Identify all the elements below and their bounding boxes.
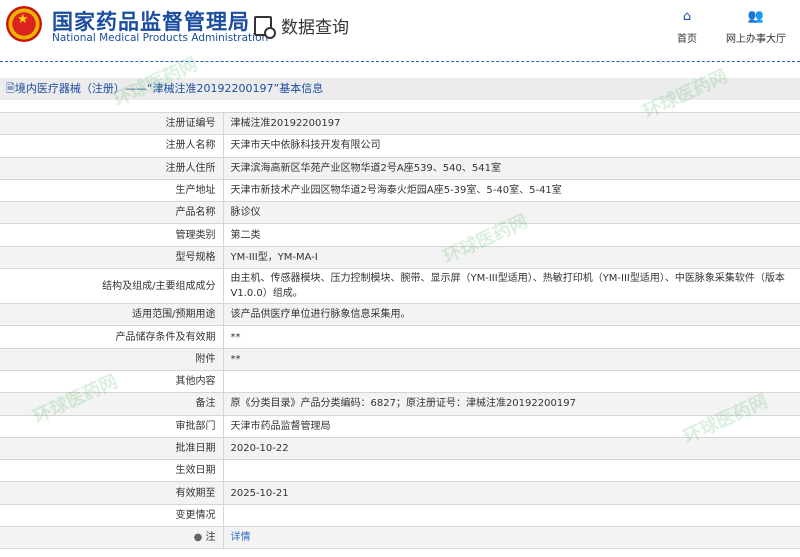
nav-online-service[interactable]: 👥 网上办事大厅: [724, 9, 788, 46]
table-row: ● 注详情: [0, 526, 800, 550]
field-label: 型号规格: [0, 245, 224, 270]
field-label: 产品名称: [0, 201, 224, 225]
details-link[interactable]: 详情: [230, 532, 251, 544]
field-value: 天津市新技术产业园区物华道2号海泰火炬园A座5-39室、5-40室、5-41室: [222, 178, 800, 203]
nav-online-service-label: 网上办事大厅: [726, 34, 786, 45]
national-emblem-logo: [6, 6, 42, 42]
field-value: 2020-10-22: [222, 436, 800, 461]
table-row: 产品名称 脉诊仪: [0, 201, 800, 225]
table-row: 审批部门 天津市药品监督管理局: [0, 414, 800, 438]
field-value: [222, 503, 800, 528]
table-row: 生效日期: [0, 459, 800, 483]
data-query-section: 数据查询: [254, 13, 349, 39]
field-label: ● 注: [0, 526, 224, 550]
field-value: **: [222, 347, 800, 371]
field-value: 天津市天中依脉科技开发有限公司: [222, 134, 800, 158]
document-icon: 🗎: [6, 82, 15, 95]
field-value: 该产品供医疗单位进行脉象信息采集用。: [222, 303, 800, 327]
data-query-label: 数据查询: [281, 18, 349, 38]
field-value: 天津市药品监督管理局: [222, 414, 800, 438]
field-label: 备注: [0, 392, 224, 416]
table-row: 附件 **: [0, 347, 800, 371]
field-value: 2025-10-21: [222, 481, 800, 505]
field-label: 结构及组成/主要组成成分: [0, 268, 224, 305]
field-label-text: 型号规格: [175, 251, 216, 263]
table-row: 注册人名称 天津市天中依脉科技开发有限公司: [0, 134, 800, 158]
table-row: 有效期至 2025-10-21: [0, 481, 800, 505]
field-label: 生产地址: [0, 178, 224, 203]
field-value: [222, 369, 800, 394]
breadcrumb-text: 境内医疗器械（注册）——“津械注准20192200197”基本信息: [14, 82, 324, 95]
field-label-text: 结构及组成/主要组成成分: [102, 280, 216, 292]
field-value: 详情: [222, 526, 800, 550]
field-label-text: 产品储存条件及有效期: [115, 331, 216, 343]
detail-table: 注册证编号 津械注准20192200197 注册人名称 天津市天中依脉科技开发有限公司…: [0, 111, 800, 550]
field-value: 脉诊仪: [222, 201, 800, 225]
field-value: 原《分类目录》产品分类编码：6827；原注册证号：津械注准20192200197: [222, 392, 800, 416]
table-row: 批准日期 2020-10-22: [0, 436, 800, 461]
field-label-text: 注册人名称: [165, 140, 216, 152]
site-subtitle: National Medical Products Administration: [52, 32, 269, 44]
field-label-text: 备注: [195, 398, 216, 410]
table-row: 生产地址 天津市新技术产业园区物华道2号海泰火炬园A座5-39室、5-40室、5-…: [0, 178, 800, 203]
field-label: 产品储存条件及有效期: [0, 325, 224, 349]
breadcrumb: 🗎境内医疗器械（注册）——“津械注准20192200197”基本信息: [0, 78, 800, 100]
field-value: 第二类: [222, 223, 800, 247]
field-value: 由主机、传感器模块、压力控制模块、腕带、显示屏（YM-III型适用）、热敏打印机…: [222, 268, 800, 305]
field-label-text: 注册证编号: [165, 118, 216, 130]
field-label: 注册人住所: [0, 156, 224, 180]
field-label-text: 附件: [195, 353, 216, 365]
table-row: 型号规格 YM-III型，YM-MA-I: [0, 245, 800, 270]
field-label: 注册人名称: [0, 134, 224, 158]
field-label: 有效期至: [0, 481, 224, 505]
field-label: 适用范围/预期用途: [0, 303, 224, 327]
field-label: 生效日期: [0, 459, 224, 483]
field-label: 批准日期: [0, 436, 224, 461]
table-row: 变更情况: [0, 503, 800, 528]
field-label-text: 产品名称: [175, 207, 216, 219]
table-row: 适用范围/预期用途 该产品供医疗单位进行脉象信息采集用。: [0, 303, 800, 327]
user-group-icon: 👥: [747, 9, 765, 24]
field-value: 天津滨海高新区华苑产业区物华道2号A座539、540、541室: [222, 156, 800, 180]
table-row: 管理类别 第二类: [0, 223, 800, 247]
table-row: 备注 原《分类目录》产品分类编码：6827；原注册证号：津械注准201922001…: [0, 392, 800, 416]
field-value: [222, 459, 800, 483]
table-row: 结构及组成/主要组成成分 由主机、传感器模块、压力控制模块、腕带、显示屏（YM-I…: [0, 268, 800, 305]
field-label-text: 有效期至: [175, 487, 216, 499]
field-label: 其他内容: [0, 369, 224, 394]
field-label: 审批部门: [0, 414, 224, 438]
field-label-text: 生效日期: [175, 465, 216, 477]
field-label-text: 审批部门: [175, 420, 216, 432]
nav-home[interactable]: ⌂ 首页: [672, 9, 702, 46]
field-label: 管理类别: [0, 223, 224, 247]
bullet-icon: ●: [193, 532, 206, 544]
document-search-icon: [254, 15, 276, 39]
field-label-text: 适用范围/预期用途: [132, 309, 216, 321]
field-label: 附件: [0, 347, 224, 371]
field-value: **: [222, 325, 800, 349]
field-value: YM-III型，YM-MA-I: [222, 245, 800, 270]
site-header: 国家药品监督管理局 National Medical Products Admi…: [0, 0, 800, 62]
field-label-text: 变更情况: [175, 509, 216, 521]
table-row: 注册人住所 天津滨海高新区华苑产业区物华道2号A座539、540、541室: [0, 156, 800, 180]
nav-home-label: 首页: [677, 34, 697, 45]
field-value: 津械注准20192200197: [222, 111, 800, 136]
table-row: 注册证编号 津械注准20192200197: [0, 111, 800, 136]
home-icon: ⌂: [682, 9, 692, 24]
field-label-text: 批准日期: [175, 443, 216, 454]
field-label-text: 注: [205, 532, 216, 544]
table-row: 其他内容: [0, 369, 800, 394]
field-label: 变更情况: [0, 503, 224, 528]
field-label-text: 其他内容: [175, 376, 216, 388]
field-label-text: 管理类别: [175, 229, 216, 241]
field-label: 注册证编号: [0, 111, 224, 136]
field-label-text: 注册人住所: [165, 162, 216, 174]
field-label-text: 生产地址: [175, 185, 216, 197]
table-row: 产品储存条件及有效期 **: [0, 325, 800, 349]
site-title: 国家药品监督管理局: [52, 10, 250, 34]
